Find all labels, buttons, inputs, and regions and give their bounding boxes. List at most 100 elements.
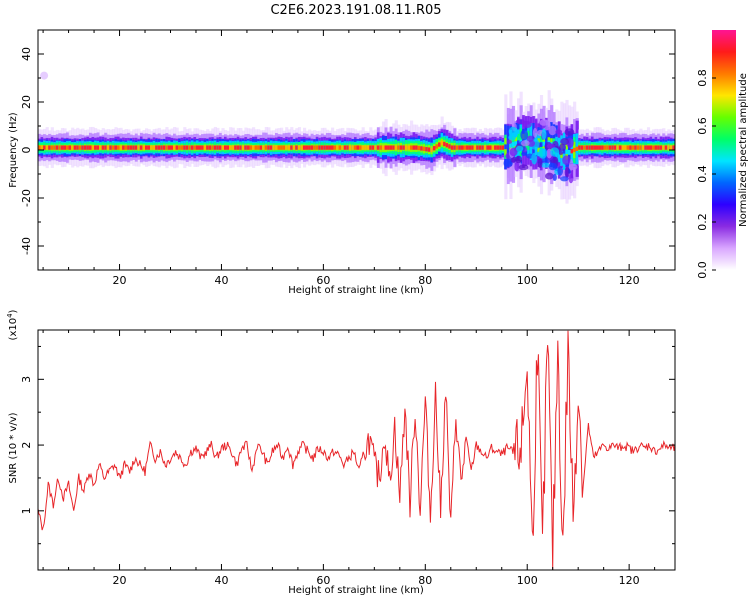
colorbar-label: Normalized spectral amplitude (738, 73, 749, 227)
heatmap-core-cell (639, 145, 643, 150)
heatmap-core-cell (341, 145, 345, 150)
heatmap-core-cell (570, 149, 574, 154)
heatmap-core-cell (211, 145, 215, 150)
heatmap-core-cell (203, 145, 207, 150)
heatmap-core-cell (463, 145, 467, 150)
heatmap-core-cell (621, 145, 625, 150)
heatmap-blob (550, 147, 560, 157)
heatmap-core-cell (262, 145, 266, 150)
heatmap-core-cell (473, 145, 477, 150)
heatmap-core-cell (499, 145, 503, 150)
heatmap-core-cell (218, 145, 223, 150)
heatmap-blob (518, 164, 529, 171)
heatmap-core-cell (394, 145, 398, 150)
heatmap-core-cell (448, 144, 452, 149)
heatmap-core-cell (468, 145, 472, 150)
heatmap-core-cell (440, 140, 444, 145)
heatmap-core-cell (81, 145, 85, 150)
heatmap-core-cell (425, 147, 429, 152)
heatmap-core-cell (88, 145, 93, 150)
heatmap-blob (515, 145, 524, 152)
heatmap-core-cell (631, 145, 635, 150)
heatmap-core-cell (213, 145, 217, 150)
heatmap-core-cell (244, 145, 248, 150)
spectrogram-xtick-label: 80 (418, 274, 432, 287)
heatmap-core-cell (91, 145, 95, 150)
spectrogram-xtick-label: 100 (517, 274, 538, 287)
heatmap-core-cell (392, 145, 396, 150)
heatmap-core-cell (539, 142, 544, 147)
heatmap-core-cell (246, 145, 251, 150)
heatmap-core-cell (302, 145, 307, 150)
heatmap-blob (560, 176, 569, 182)
heatmap-core-cell (147, 145, 151, 150)
heatmap-core-cell (598, 145, 602, 150)
heatmap-core-cell (420, 146, 424, 151)
heatmap-core-cell (190, 145, 195, 150)
heatmap-core-cell (374, 145, 378, 150)
spectrogram-ytick-label: -40 (20, 237, 33, 255)
heatmap-blob (555, 129, 563, 135)
heatmap-core-cell (399, 145, 403, 150)
heatmap-core-cell (76, 145, 80, 150)
heatmap-blob (506, 139, 512, 145)
heatmap-core-cell (669, 145, 674, 150)
heatmap-core-cell (318, 145, 322, 150)
heatmap-core-cell (83, 145, 88, 150)
heatmap-core-cell (249, 145, 253, 150)
heatmap-core-cell (483, 145, 488, 150)
spectrogram-axis-ticks: 20 40 60 80 100 120 40 20 0 -20 -40 (20, 29, 675, 287)
heatmap-core-cell (348, 145, 353, 150)
heatmap-core-cell (206, 145, 210, 150)
heatmap-core-cell (616, 145, 620, 150)
heatmap-core-cell (626, 145, 630, 150)
heatmap-core-cell (458, 145, 462, 150)
heatmap-core-cell (129, 145, 133, 150)
heatmap-core-cell (641, 145, 646, 150)
heatmap-core-cell (412, 145, 416, 150)
snr-y-multiplier-base: (x10 (8, 318, 19, 341)
heatmap-core-cell (193, 145, 197, 150)
colorbar-ticks: 0.0 0.2 0.4 0.6 0.8 (696, 69, 716, 279)
heatmap-core-cell (198, 145, 202, 150)
heatmap-core-cell (389, 145, 393, 150)
heatmap-core-cell (450, 145, 454, 150)
heatmap-core-cell (338, 145, 342, 150)
heatmap-blob (40, 71, 49, 80)
heatmap-core-cell (60, 145, 65, 150)
heatmap-core-cell (397, 145, 401, 150)
snr-xtick-label: 40 (214, 574, 228, 587)
heatmap-core-cell (376, 145, 381, 150)
heatmap-core-cell (364, 145, 368, 150)
heatmap-core-cell (583, 145, 587, 150)
snr-y-multiplier-exp: 4 (6, 313, 14, 318)
heatmap-core-cell (366, 145, 370, 150)
heatmap-core-cell (453, 145, 457, 150)
heatmap-core-cell (229, 145, 233, 150)
heatmap-core-cell (618, 145, 623, 150)
heatmap-core-cell (381, 145, 386, 150)
heatmap-core-cell (488, 145, 493, 150)
heatmap-core-cell (109, 145, 113, 150)
snr-panel: 20 40 60 80 100 120 3 2 1 Height of straight lin… (6, 309, 676, 596)
heatmap-core-cell (481, 145, 485, 150)
heatmap-core-cell (476, 145, 480, 150)
heatmap-core-cell (517, 140, 521, 146)
heatmap-core-cell (313, 145, 317, 150)
heatmap-blob (521, 151, 526, 157)
spectrogram-xtick-label: 20 (113, 274, 127, 287)
heatmap-core-cell (274, 145, 279, 150)
heatmap-core-cell (460, 145, 465, 150)
heatmap-blob (540, 162, 551, 168)
spectrogram-ytick-label: 40 (20, 47, 33, 61)
heatmap-core-cell (567, 150, 572, 155)
heatmap-core-cell (50, 145, 54, 150)
heatmap-core-cell (346, 145, 350, 150)
heatmap-blob (552, 173, 557, 181)
heatmap-core-cell (542, 141, 546, 147)
heatmap-core-cell (175, 145, 179, 150)
heatmap-core-cell (494, 145, 498, 150)
heatmap-core-cell (305, 145, 309, 150)
snr-ytick-label: 3 (20, 376, 33, 383)
